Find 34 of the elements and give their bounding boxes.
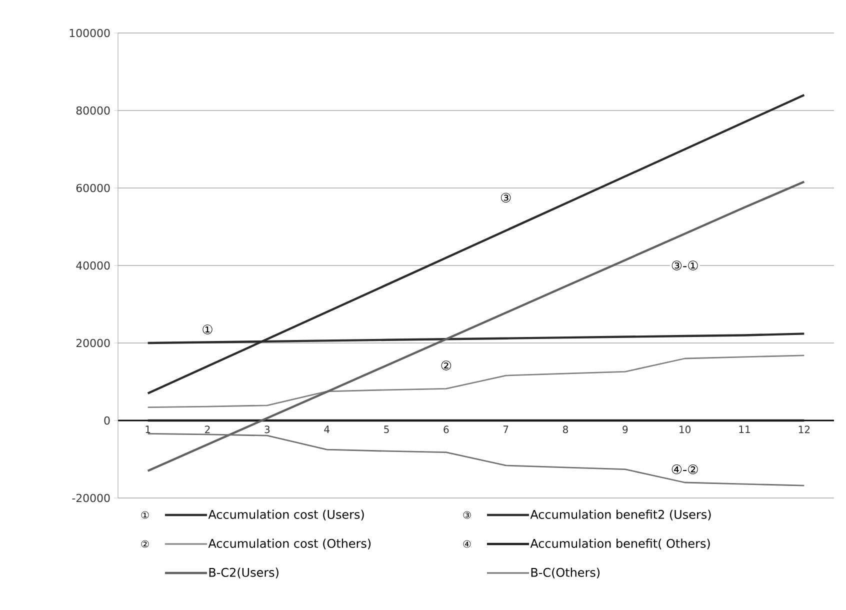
x-tick-label: 7 <box>503 426 508 433</box>
x-tick-label: 5 <box>384 426 389 434</box>
y-tick-label: 100000 <box>70 28 110 38</box>
x-tick-label: 2 <box>205 426 210 434</box>
annotation: ② <box>441 360 452 370</box>
x-tick-label: 8 <box>563 426 568 434</box>
legend-label: Accumulation benefit2 (Users) <box>530 510 711 520</box>
x-tick-label: 3 <box>264 426 270 434</box>
legend-label: Accumulation cost (Users) <box>208 510 364 520</box>
x-tick-label: 9 <box>622 426 628 434</box>
y-tick-label: 80000 <box>76 106 110 115</box>
legend-label: B-C(Others) <box>531 568 600 578</box>
legend-label: Accumulation benefit( Others) <box>530 538 710 550</box>
annotation: ③ <box>501 192 511 203</box>
x-tick-label: 10 <box>680 426 691 434</box>
x-tick-label: 4 <box>324 426 330 433</box>
text: ③ <box>463 511 471 519</box>
y-tick-label: 0 <box>104 416 110 425</box>
annotation: ③-① <box>672 260 698 270</box>
y-tick-label: 40000 <box>76 261 110 270</box>
annotation: ④-② <box>672 464 698 474</box>
text: ④ <box>463 540 471 548</box>
y-tick-label: 60000 <box>76 184 110 192</box>
x-tick-label: 6 <box>444 426 449 434</box>
text: ① <box>141 511 149 519</box>
legend-label: B-C2(Users) <box>209 568 278 578</box>
y-tick-label: -20000 <box>72 494 110 502</box>
legend-label: Accumulation cost (Others) <box>208 538 371 550</box>
annotation: ① <box>202 324 212 334</box>
x-tick-label: 12 <box>798 426 810 434</box>
x-tick-label: 11 <box>739 426 750 433</box>
text: ② <box>141 540 149 548</box>
x-tick-label: 1 <box>146 426 150 433</box>
y-tick-label: 20000 <box>76 338 110 348</box>
